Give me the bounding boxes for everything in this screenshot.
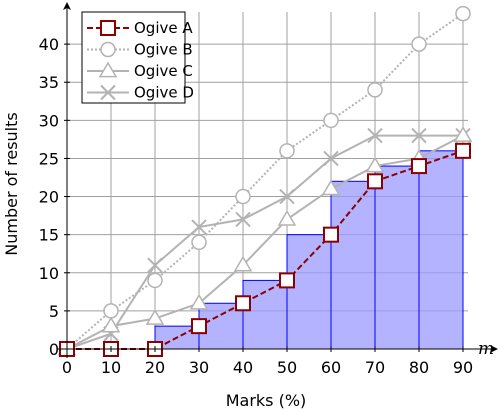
legend-label: Ogive A xyxy=(134,19,193,37)
histogram xyxy=(154,150,464,350)
series-line xyxy=(66,134,463,350)
data-point xyxy=(235,211,251,228)
data-point xyxy=(411,127,427,144)
data-point xyxy=(411,158,427,175)
histogram-bar xyxy=(418,150,464,350)
data-point xyxy=(191,318,207,335)
legend-marker xyxy=(100,20,116,36)
legend-label: Ogive D xyxy=(134,84,194,102)
y-tick-label: 5 xyxy=(49,302,59,321)
data-point xyxy=(323,226,339,243)
series-line xyxy=(66,134,464,350)
data-point xyxy=(367,82,383,98)
x-tick-label: 40 xyxy=(233,358,253,377)
data-point xyxy=(101,316,121,333)
x-tick-label: 50 xyxy=(277,358,297,377)
data-point xyxy=(189,293,209,310)
x-tick-label: 90 xyxy=(453,358,473,377)
legend-marker xyxy=(100,41,116,58)
data-point xyxy=(323,150,339,167)
y-tick-label: 10 xyxy=(39,264,59,283)
histogram-bar xyxy=(374,165,420,350)
series-line xyxy=(66,12,464,350)
data-point xyxy=(367,173,383,190)
y-tick-label: 30 xyxy=(39,111,59,130)
x-tick-label: 20 xyxy=(145,358,165,377)
data-point xyxy=(147,272,163,289)
x-tick-label: 70 xyxy=(365,358,385,377)
data-point xyxy=(279,143,295,159)
x-tick-label: 80 xyxy=(409,358,429,377)
x-axis-label: Marks (%) xyxy=(226,391,307,410)
data-point xyxy=(191,219,207,235)
y-tick-label: 15 xyxy=(39,226,59,245)
x-axis-arrow-icon xyxy=(490,345,498,353)
data-point xyxy=(279,272,295,289)
legend-marker xyxy=(100,84,116,101)
x-tick-label: 0 xyxy=(62,358,72,377)
x-tick-label: 30 xyxy=(189,358,209,377)
y-tick-label: 0 xyxy=(49,340,59,359)
histogram-bar xyxy=(286,234,332,350)
y-tick-label: 25 xyxy=(39,149,59,168)
data-point xyxy=(367,127,383,144)
data-point xyxy=(323,112,339,129)
data-point xyxy=(365,156,385,173)
tick-labels: 0 10 20 30 40 50 60 70 80 90 0 5 10 15 20 25 30 35 40 xyxy=(39,35,474,377)
series-lines xyxy=(57,5,473,357)
data-point xyxy=(103,303,119,319)
data-point xyxy=(411,36,427,52)
data-point xyxy=(145,309,165,325)
x-tick-label: 10 xyxy=(101,358,121,377)
x-tick-label: 60 xyxy=(321,358,341,377)
legend-label: Ogive C xyxy=(134,62,193,80)
data-point xyxy=(235,295,251,312)
y-tick-label: 35 xyxy=(39,73,59,92)
data-point xyxy=(455,5,471,22)
legend-marker xyxy=(98,61,118,78)
legend: Ogive A Ogive B Ogive C Ogive D xyxy=(81,11,194,104)
y-axis-arrow-icon xyxy=(63,2,71,10)
data-point xyxy=(453,126,473,142)
data-point xyxy=(191,234,207,251)
y-tick-label: 40 xyxy=(39,35,59,54)
axes xyxy=(58,2,498,358)
data-point xyxy=(233,255,253,272)
y-tick-label: 20 xyxy=(39,188,59,207)
data-point xyxy=(277,209,297,226)
x-axis-variable: m xyxy=(478,339,494,359)
data-point xyxy=(321,179,341,196)
data-point xyxy=(279,188,295,205)
data-point xyxy=(147,257,163,273)
histogram-bar xyxy=(242,279,288,350)
data-point xyxy=(235,188,251,205)
y-axis-label: Number of results xyxy=(2,112,21,255)
data-point xyxy=(455,142,471,159)
legend-label: Ogive B xyxy=(134,41,193,59)
